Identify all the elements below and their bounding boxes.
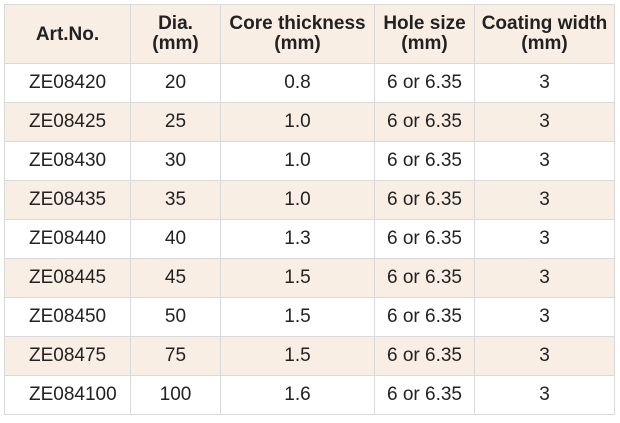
cell-art-no: ZE08420	[4, 63, 131, 103]
spec-table: Art.No. Dia. (mm) Core thickness (mm) Ho…	[4, 4, 615, 415]
cell-hole-size: 6 or 6.35	[374, 63, 475, 103]
table-row: ZE08440 40 1.3 6 or 6.35 3	[4, 219, 615, 259]
cell-hole-size: 6 or 6.35	[374, 102, 475, 142]
cell-diameter: 100	[130, 375, 221, 415]
cell-hole-size: 6 or 6.35	[374, 219, 475, 259]
cell-art-no: ZE08440	[4, 219, 131, 259]
header-row: Art.No. Dia. (mm) Core thickness (mm) Ho…	[4, 4, 615, 64]
cell-coating-width: 3	[474, 63, 615, 103]
cell-hole-size: 6 or 6.35	[374, 336, 475, 376]
cell-diameter: 35	[130, 180, 221, 220]
cell-coating-width: 3	[474, 375, 615, 415]
table-row: ZE08435 35 1.0 6 or 6.35 3	[4, 180, 615, 220]
cell-hole-size: 6 or 6.35	[374, 258, 475, 298]
cell-diameter: 25	[130, 102, 221, 142]
header-unit: (mm)	[401, 33, 448, 54]
cell-coating-width: 3	[474, 336, 615, 376]
cell-core-thickness: 1.0	[220, 102, 375, 142]
table-row: ZE08425 25 1.0 6 or 6.35 3	[4, 102, 615, 142]
cell-hole-size: 6 or 6.35	[374, 297, 475, 337]
cell-art-no: ZE08430	[4, 141, 131, 181]
cell-diameter: 50	[130, 297, 221, 337]
header-label: Hole size	[383, 13, 466, 34]
table-row: ZE08420 20 0.8 6 or 6.35 3	[4, 63, 615, 103]
table-row: ZE08430 30 1.0 6 or 6.35 3	[4, 141, 615, 181]
cell-coating-width: 3	[474, 102, 615, 142]
cell-hole-size: 6 or 6.35	[374, 180, 475, 220]
header-unit: (mm)	[521, 33, 568, 54]
cell-core-thickness: 1.5	[220, 297, 375, 337]
header-label: Art.No.	[35, 24, 100, 45]
cell-diameter: 20	[130, 63, 221, 103]
cell-coating-width: 3	[474, 219, 615, 259]
cell-art-no: ZE08475	[4, 336, 131, 376]
cell-diameter: 40	[130, 219, 221, 259]
cell-art-no: ZE08425	[4, 102, 131, 142]
cell-core-thickness: 1.0	[220, 141, 375, 181]
header-coating-width: Coating width (mm)	[474, 4, 615, 64]
header-label: Core thickness	[229, 13, 366, 34]
cell-diameter: 45	[130, 258, 221, 298]
cell-diameter: 75	[130, 336, 221, 376]
header-core-thickness: Core thickness (mm)	[220, 4, 375, 64]
cell-coating-width: 3	[474, 141, 615, 181]
cell-core-thickness: 1.5	[220, 258, 375, 298]
cell-core-thickness: 1.6	[220, 375, 375, 415]
cell-coating-width: 3	[474, 180, 615, 220]
cell-core-thickness: 0.8	[220, 63, 375, 103]
cell-art-no: ZE08450	[4, 297, 131, 337]
header-art-no: Art.No.	[4, 4, 131, 64]
cell-core-thickness: 1.5	[220, 336, 375, 376]
table-row: ZE08475 75 1.5 6 or 6.35 3	[4, 336, 615, 376]
table-row: ZE08450 50 1.5 6 or 6.35 3	[4, 297, 615, 337]
cell-diameter: 30	[130, 141, 221, 181]
header-unit: (mm)	[274, 33, 321, 54]
table-header: Art.No. Dia. (mm) Core thickness (mm) Ho…	[4, 4, 615, 64]
cell-coating-width: 3	[474, 258, 615, 298]
header-label: Coating width	[481, 13, 608, 34]
table-row: ZE084100 100 1.6 6 or 6.35 3	[4, 375, 615, 415]
cell-art-no: ZE084100	[4, 375, 131, 415]
cell-hole-size: 6 or 6.35	[374, 141, 475, 181]
header-label: Dia.	[158, 13, 193, 34]
cell-core-thickness: 1.3	[220, 219, 375, 259]
header-hole-size: Hole size (mm)	[374, 4, 475, 64]
table-row: ZE08445 45 1.5 6 or 6.35 3	[4, 258, 615, 298]
cell-core-thickness: 1.0	[220, 180, 375, 220]
cell-art-no: ZE08435	[4, 180, 131, 220]
header-unit: (mm)	[152, 33, 199, 54]
table-body: ZE08420 20 0.8 6 or 6.35 3 ZE08425 25 1.…	[4, 63, 615, 415]
cell-hole-size: 6 or 6.35	[374, 375, 475, 415]
cell-coating-width: 3	[474, 297, 615, 337]
header-diameter: Dia. (mm)	[130, 4, 221, 64]
cell-art-no: ZE08445	[4, 258, 131, 298]
